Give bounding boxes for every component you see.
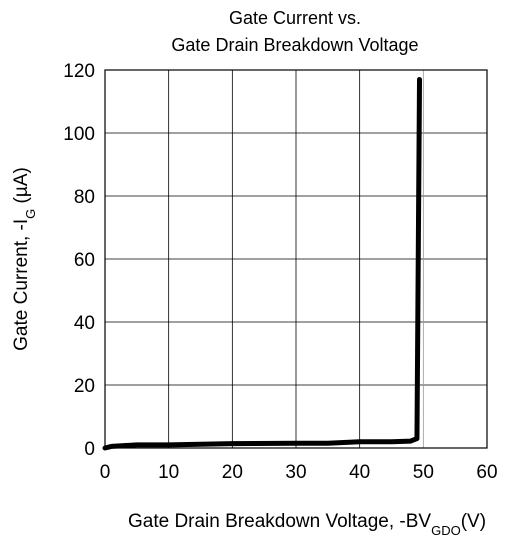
xlabel-label-sub: GDO bbox=[431, 523, 461, 535]
x-tick-label: 50 bbox=[413, 462, 434, 483]
x-tick-label: 60 bbox=[476, 462, 497, 483]
y-tick-label: 20 bbox=[74, 376, 95, 397]
y-tick-label: 40 bbox=[74, 313, 95, 334]
y-tick-label: 100 bbox=[63, 124, 95, 145]
data-line bbox=[102, 76, 423, 451]
ylabel-label-suffix: (µA) bbox=[11, 167, 32, 209]
xlabel-label-suffix: (V) bbox=[461, 511, 486, 532]
xlabel-label-text: Gate Drain Breakdown Voltage, -BV bbox=[128, 511, 431, 532]
x-tick-label: 40 bbox=[349, 462, 370, 483]
y-tick-label: 80 bbox=[74, 187, 95, 208]
chart-title: Gate Current vs. bbox=[229, 8, 361, 28]
ylabel-label-sub: G bbox=[23, 209, 38, 219]
ylabel-axis-label: Gate Current, -IG (µA) bbox=[11, 167, 38, 351]
x-tick-label: 0 bbox=[100, 462, 111, 483]
y-tick-label: 120 bbox=[63, 61, 95, 82]
plot-frame bbox=[104, 69, 488, 449]
xlabel-axis-label: Gate Drain Breakdown Voltage, -BVGDO(V) bbox=[128, 511, 486, 535]
y-tick-label: 60 bbox=[74, 250, 95, 271]
chart-title: Gate Drain Breakdown Voltage bbox=[171, 35, 418, 55]
x-tick-label: 10 bbox=[158, 462, 179, 483]
y-tick-label: 0 bbox=[84, 439, 95, 460]
x-tick-label: 30 bbox=[285, 462, 306, 483]
ylabel-label-text: Gate Current, -I bbox=[11, 219, 32, 351]
x-tick-label: 20 bbox=[222, 462, 243, 483]
